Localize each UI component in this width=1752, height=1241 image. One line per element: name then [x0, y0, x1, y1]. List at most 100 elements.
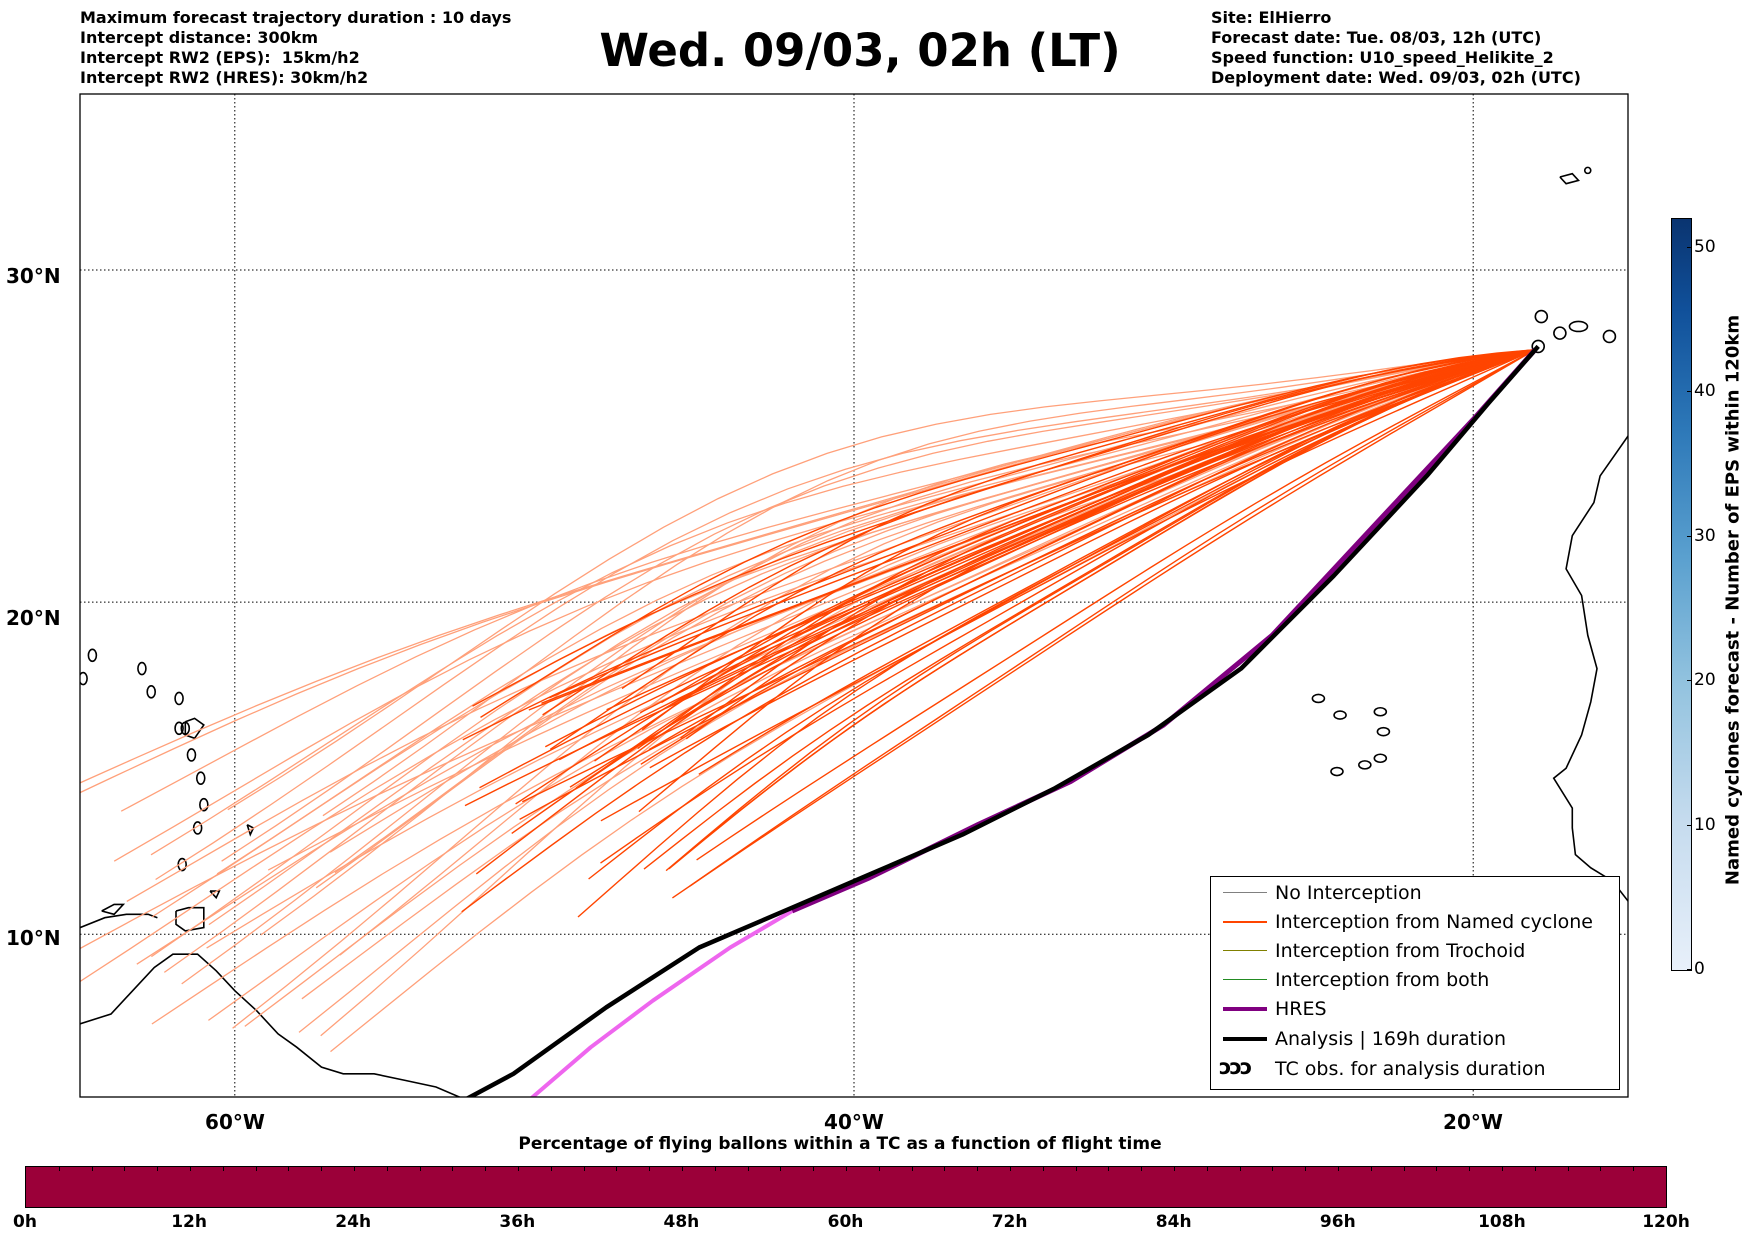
- cape-verde-island: [1373, 706, 1388, 717]
- eps-trajectory-faded: [227, 349, 1536, 811]
- eps-trajectory-named-cyclone: [665, 349, 1536, 872]
- eps-trajectory-faded: [151, 349, 1536, 958]
- eps-trajectory-named-cyclone: [600, 349, 1536, 822]
- eps-trajectory-faded: [113, 349, 1536, 862]
- legend-item-hres: HRES: [1211, 997, 1611, 1021]
- eps-trajectory-named-cyclone: [472, 349, 1536, 707]
- flight-time-bar-division: [878, 1167, 880, 1171]
- flight-time-tick-label: 108h: [1478, 1212, 1526, 1232]
- eps-colorbar-tick-label: 40: [1694, 381, 1716, 402]
- header-left-line: Intercept RW2 (HRES): 30km/h2: [80, 68, 369, 87]
- eps-trajectory-named-cyclone: [549, 349, 1536, 699]
- eps-colorbar-tick-label: 50: [1694, 236, 1716, 257]
- eps-trajectory-named-cyclone: [696, 349, 1536, 861]
- legend-item-both: Interception from both: [1211, 968, 1611, 992]
- tc-symbol-icon: ↄↄↄ: [1219, 1055, 1252, 1079]
- eps-colorbar-tick-label: 0: [1694, 959, 1705, 979]
- island-barbados: [246, 823, 255, 837]
- antilles-island: [174, 721, 184, 736]
- canary-island: [1534, 309, 1549, 324]
- flight-time-bar-division: [190, 1167, 191, 1171]
- flight-time-bar-division: [288, 1167, 290, 1171]
- eps-trajectory-faded: [208, 349, 1536, 1021]
- eps-trajectory-named-cyclone: [641, 349, 1536, 731]
- legend-item-no-interception: No Interception: [1211, 881, 1611, 905]
- flight-time-bar-division: [1469, 1167, 1471, 1171]
- flight-time-tick-label: 48h: [663, 1212, 700, 1232]
- flight-time-bar-division: [518, 1167, 519, 1171]
- island-trinidad: [175, 906, 205, 932]
- hres-trajectory-late: [529, 909, 794, 1097]
- flight-time-bar-division: [157, 1167, 159, 1171]
- flight-time-bar-division: [747, 1167, 749, 1171]
- flight-time-bar-division: [1567, 1167, 1569, 1171]
- canary-island: [1653, 317, 1665, 329]
- eps-trajectory-named-cyclone: [685, 349, 1536, 740]
- header-left-line: Intercept RW2 (EPS): 15km/h2: [80, 48, 360, 67]
- flight-time-tick-label: 0h: [13, 1212, 37, 1232]
- flight-time-bar-division: [1108, 1167, 1110, 1171]
- flight-time-tick-label: 36h: [499, 1212, 536, 1232]
- island-puerto-rico: [49, 652, 61, 665]
- legend-item-analysis: Analysis | 169h duration: [1211, 1027, 1611, 1051]
- eps-trajectory-faded: [329, 349, 1536, 853]
- legend-swatch: [1223, 1037, 1267, 1041]
- gridlines: [80, 94, 1628, 1097]
- eps-trajectory-named-cyclone: [689, 349, 1536, 887]
- lat-label-10n: 10°N: [6, 926, 61, 950]
- island-guadeloupe: [184, 717, 205, 740]
- flight-time-bar-division: [255, 1167, 257, 1171]
- island-madeira: [1559, 172, 1580, 185]
- legend-label: Interception from both: [1275, 969, 1490, 991]
- legend-item-trochoid: Interception from Trochoid: [1211, 939, 1611, 963]
- cape-verde-island: [1376, 726, 1391, 737]
- canary-island: [1553, 326, 1567, 340]
- cape-verde-island: [1333, 710, 1347, 720]
- lat-label-20n: 20°N: [6, 606, 61, 630]
- flight-time-bar-division: [1305, 1167, 1307, 1171]
- flight-time-bar-division: [682, 1167, 683, 1171]
- eps-colorbar-tick-mark: [1687, 969, 1691, 970]
- flight-time-bar-division: [1338, 1167, 1339, 1171]
- lon-label-40w: 40°W: [824, 1110, 884, 1134]
- flight-time-bar-division: [583, 1167, 585, 1171]
- eps-colorbar-tick-mark: [1687, 391, 1691, 393]
- flight-time-bar-division: [813, 1167, 815, 1171]
- eps-colorbar-tick-mark: [1687, 680, 1691, 682]
- flight-time-bar-division: [1174, 1167, 1175, 1171]
- antilles-island: [137, 661, 147, 676]
- flight-time-bar-division: [1042, 1167, 1044, 1171]
- eps-colorbar-tick-mark: [1687, 246, 1691, 248]
- flight-time-bar-division: [1502, 1167, 1503, 1171]
- flight-time-bar-division: [1403, 1167, 1405, 1171]
- eps-colorbar-tick-mark: [1687, 535, 1691, 537]
- header-right: Site: ElHierro Forecast date: Tue. 08/03…: [1211, 8, 1581, 88]
- south-america-coast: [80, 953, 462, 1097]
- flight-time-tick-label: 120h: [1642, 1212, 1690, 1232]
- lon-label-20w: 20°W: [1443, 1110, 1503, 1134]
- flight-time-bar-division: [1633, 1167, 1635, 1171]
- eps-trajectory-named-cyclone: [621, 349, 1536, 690]
- antilles-island: [174, 691, 184, 706]
- eps-trajectory-named-cyclone: [672, 349, 1536, 899]
- flight-time-bar-division: [452, 1167, 454, 1171]
- eps-trajectory-named-cyclone: [640, 349, 1536, 765]
- eps-trajectory-faded: [322, 349, 1536, 817]
- flight-time-bar-division: [616, 1167, 618, 1171]
- header-right-line: Forecast date: Tue. 08/03, 12h (UTC): [1211, 28, 1542, 47]
- flight-time-bar-division: [1272, 1167, 1274, 1171]
- legend-swatch: [1223, 892, 1267, 893]
- antilles-island: [199, 797, 209, 812]
- cape-verde-island: [1373, 753, 1388, 764]
- flight-time-bar-division: [1436, 1167, 1438, 1171]
- flight-time-bar-division: [1075, 1167, 1077, 1171]
- eps-colorbar-tick-mark: [1687, 824, 1691, 826]
- flight-time-bar-division: [911, 1167, 913, 1171]
- eps-trajectory-named-cyclone: [668, 349, 1536, 870]
- eps-colorbar-label: Named cyclones forecast - Number of EPS …: [1722, 314, 1744, 886]
- eps-trajectory-named-cyclone: [638, 349, 1536, 813]
- flight-time-bar-division: [222, 1167, 224, 1171]
- flight-time-bar-division: [1534, 1167, 1536, 1171]
- trajectories: [80, 344, 1540, 1097]
- flight-time-bar-division: [419, 1167, 421, 1171]
